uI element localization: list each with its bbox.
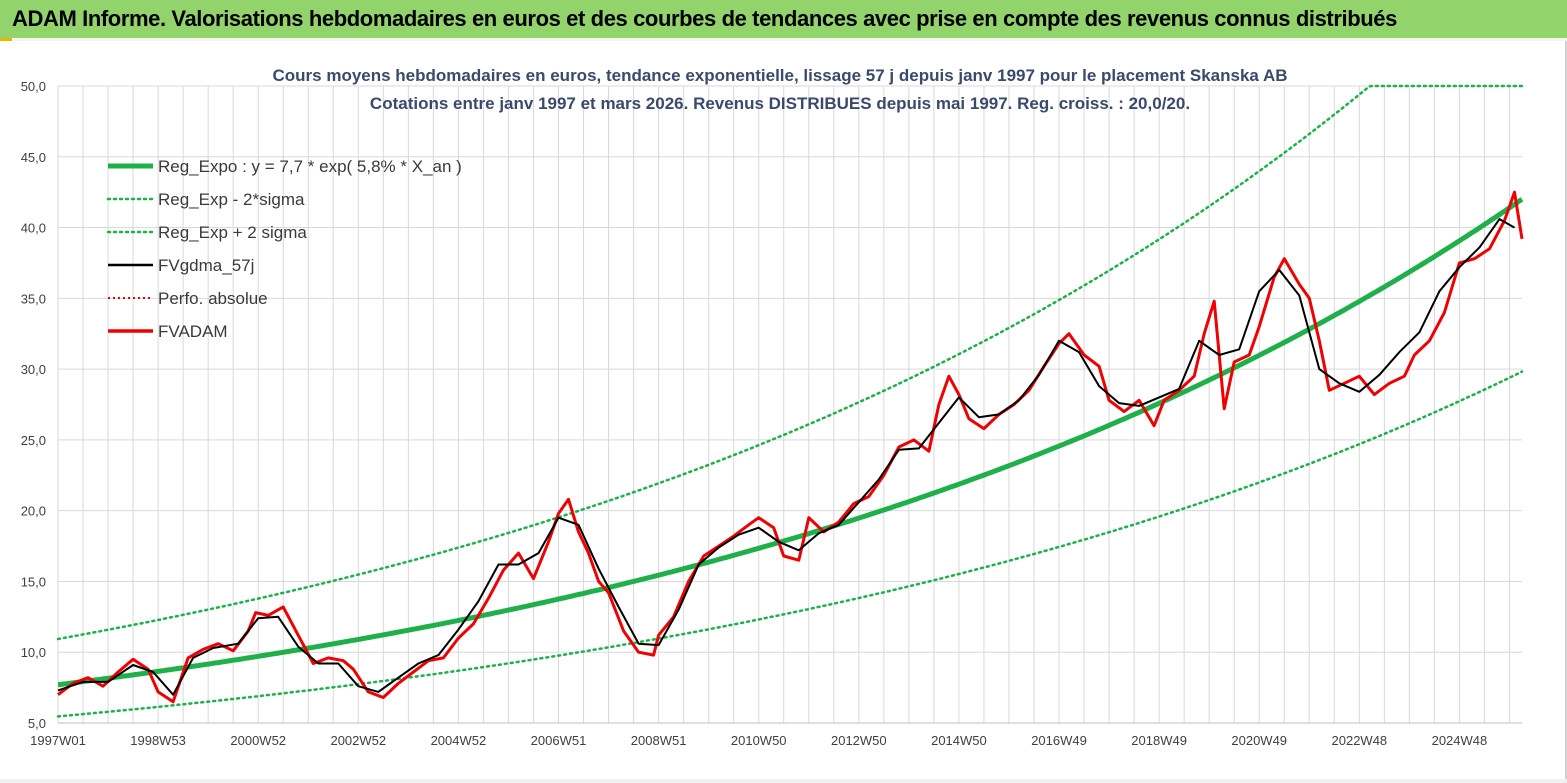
legend-label: Reg_Expo : y = 7,7 * exp( 5,8% * X_an ) xyxy=(158,157,462,176)
price-chart: 5,010,015,020,025,030,035,040,045,050,0 … xyxy=(21,66,1524,748)
banner-title: ADAM Informe. Valorisations hebdomadaire… xyxy=(12,6,1397,31)
x-tick-label: 2018W49 xyxy=(1131,733,1187,748)
x-tick-label: 2016W49 xyxy=(1031,733,1087,748)
x-tick-label: 2004W52 xyxy=(431,733,487,748)
x-tick-label: 1997W01 xyxy=(30,733,86,748)
x-tick-label: 2008W51 xyxy=(631,733,687,748)
y-tick-label: 5,0 xyxy=(28,716,46,731)
legend: Reg_Expo : y = 7,7 * exp( 5,8% * X_an ) R… xyxy=(106,157,462,341)
chart-title-line-2: Cotations entre janv 1997 et mars 2026. … xyxy=(370,94,1190,113)
x-tick-label: 2010W50 xyxy=(731,733,787,748)
x-tick-label: 2002W52 xyxy=(330,733,386,748)
x-tick-label: 2022W48 xyxy=(1332,733,1388,748)
header-banner: ADAM Informe. Valorisations hebdomadaire… xyxy=(0,0,1567,38)
x-tick-label: 1998W53 xyxy=(130,733,186,748)
y-tick-label: 30,0 xyxy=(21,362,46,377)
series xyxy=(56,84,1524,718)
grid xyxy=(57,85,1522,724)
accent-mark xyxy=(0,38,12,41)
legend-label: FVgdma_57j xyxy=(158,256,254,275)
x-axis-ticks: 1997W01 1998W53 2000W52 2002W52 2004W52 2006W… xyxy=(30,733,1487,748)
y-tick-label: 45,0 xyxy=(21,150,46,165)
x-tick-label: 2000W52 xyxy=(230,733,286,748)
x-tick-label: 2012W50 xyxy=(831,733,887,748)
legend-label: FVADAM xyxy=(158,322,228,341)
y-tick-label: 25,0 xyxy=(21,433,46,448)
y-tick-label: 50,0 xyxy=(21,79,46,94)
bottom-edge xyxy=(0,779,1567,783)
chart-title-line-1: Cours moyens hebdomadaires en euros, ten… xyxy=(272,66,1287,85)
legend-label: Reg_Exp - 2*sigma xyxy=(158,190,305,209)
fvadam-line xyxy=(57,190,1524,704)
x-tick-label: 2024W48 xyxy=(1432,733,1488,748)
y-tick-label: 10,0 xyxy=(21,645,46,660)
y-tick-label: 35,0 xyxy=(21,291,46,306)
chart-frame: 5,0 10,0 15,0 20,0 25,0 30,0 35,0 40,0 45,0 50,0 … xyxy=(0,41,1567,781)
fvgdma-line xyxy=(57,218,1515,696)
legend-label: Perfo. absolue xyxy=(158,289,268,308)
x-tick-label: 2006W51 xyxy=(531,733,587,748)
legend-label: Reg_Exp + 2 sigma xyxy=(158,223,307,242)
y-tick-label: 40,0 xyxy=(21,221,46,236)
band-upper-line xyxy=(56,84,1524,641)
band-lower-line xyxy=(56,370,1524,718)
x-tick-label: 2014W50 xyxy=(931,733,987,748)
banner-divider xyxy=(0,38,1567,41)
y-tick-label: 15,0 xyxy=(21,574,46,589)
x-tick-label: 2020W49 xyxy=(1231,733,1287,748)
y-tick-label: 20,0 xyxy=(21,504,46,519)
y-axis-ticks: 5,0 10,0 15,0 20,0 25,0 30,0 35,0 40,0 45,0 50,0 xyxy=(21,79,46,731)
